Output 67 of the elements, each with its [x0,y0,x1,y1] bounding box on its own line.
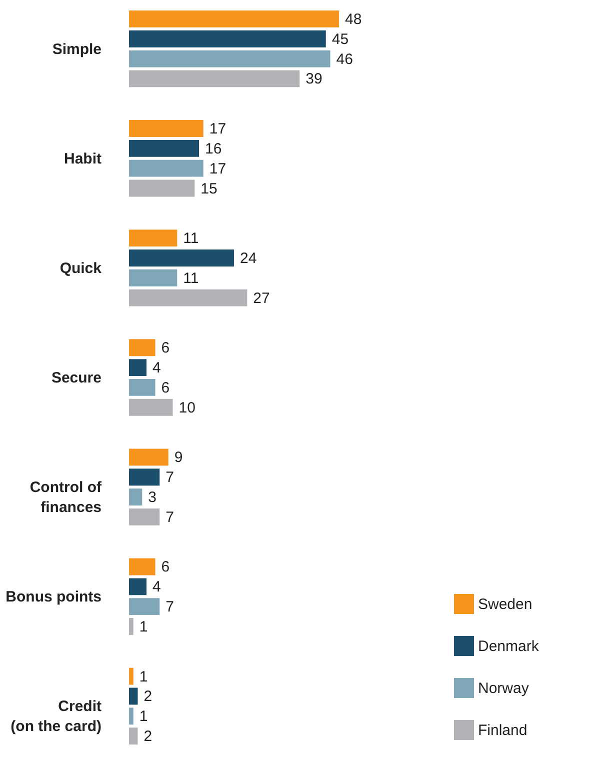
data-label: 1 [139,708,148,726]
bar [129,160,204,177]
legend-label: Denmark [478,638,540,655]
bar [129,10,339,28]
bar [129,250,234,266]
y-tick-label: Habit [64,150,102,168]
legend-label: Sweden [478,596,532,613]
bar [129,140,199,157]
bar [129,30,326,48]
data-label: 46 [336,50,353,68]
y-tick-label: Bonus points [6,588,102,606]
bar [129,289,248,306]
bar [129,488,142,506]
bar [129,359,146,376]
data-label: 10 [178,399,196,416]
data-label: 1 [139,618,148,636]
data-label: 17 [209,160,226,178]
bar [129,558,156,576]
bar [129,728,138,745]
bar [129,120,204,137]
data-label: 27 [253,290,270,307]
data-label: 6 [161,340,170,357]
y-tick-label: Quick [60,260,102,277]
bar [129,269,178,286]
data-label: 6 [161,558,170,576]
data-label: 7 [166,508,174,526]
bar [129,398,173,416]
data-label: 4 [152,360,161,377]
data-label: 39 [306,70,322,88]
data-label: 3 [148,489,156,506]
bar [129,378,156,396]
data-label: 2 [144,688,152,706]
data-label: 6 [161,379,170,396]
data-label: 45 [332,30,349,48]
y-tick-label: Control of finances [30,479,102,516]
data-label: 11 [183,270,199,287]
data-label: 15 [200,180,218,198]
bar [129,598,160,616]
bar [129,448,168,466]
bar [129,508,160,526]
bar [129,230,178,247]
data-label: 48 [345,10,362,28]
bar [129,708,134,725]
data-label: 9 [174,449,183,466]
y-tick-label: Credit (on the card) [10,698,102,736]
data-label: 4 [152,578,161,596]
data-label: 7 [166,598,174,616]
data-label: 24 [240,250,257,267]
bar [129,180,195,197]
bar [129,339,156,356]
bar [129,688,138,705]
legend-label: Norway [478,680,530,697]
data-label: 16 [205,140,222,158]
data-label: 17 [209,120,226,138]
bar [129,50,330,68]
y-tick-label: Secure [51,370,102,386]
bar [129,578,146,596]
data-label: 7 [166,469,174,486]
bar [129,618,134,635]
data-label: 1 [139,668,148,686]
data-label: 2 [144,728,152,746]
bar [129,70,300,88]
bar [129,468,160,486]
y-tick-label: Simple [52,40,102,58]
bar [129,668,134,685]
data-label: 11 [183,230,199,248]
legend-label: Finland [478,722,528,739]
